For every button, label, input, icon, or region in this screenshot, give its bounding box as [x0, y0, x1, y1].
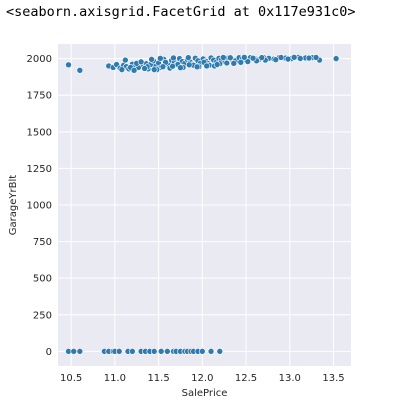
- scatter-point: [177, 64, 184, 72]
- y-tick-label: 1000: [27, 201, 52, 212]
- scatter-point: [170, 54, 177, 62]
- y-tick-label: 0: [46, 347, 52, 358]
- x-tick-label: 10.5: [60, 373, 82, 384]
- scatter-point: [296, 55, 304, 62]
- scatter-point: [118, 66, 126, 73]
- scatter-point: [213, 61, 221, 68]
- scatter-point: [284, 55, 292, 63]
- scatter-point: [240, 54, 248, 61]
- scatter-point: [76, 67, 84, 74]
- y-tick-label: 1750: [27, 91, 52, 102]
- scatter-point: [148, 56, 155, 63]
- x-tick-label: 12.0: [191, 373, 213, 384]
- scatter-point: [150, 66, 158, 73]
- y-tick-label: 1500: [27, 127, 52, 138]
- scatter-point: [227, 54, 234, 62]
- scatter-point: [157, 55, 164, 62]
- scatter-point: [141, 65, 148, 72]
- scatter-point: [65, 61, 72, 69]
- scatter-point: [199, 348, 206, 355]
- scatter-point: [237, 58, 245, 66]
- scatter-point: [137, 58, 145, 66]
- scatter-point: [290, 54, 298, 61]
- scatter-point: [115, 348, 123, 355]
- scatter-point: [312, 54, 320, 61]
- scatter-point: [277, 54, 285, 61]
- scatter-point: [157, 348, 165, 355]
- scatter-point: [159, 63, 167, 70]
- y-axis-label: GarageYrBlt: [8, 175, 19, 235]
- y-tick-label: 1250: [27, 164, 52, 175]
- scatter-point: [249, 54, 257, 62]
- x-tick-label: 13.5: [322, 373, 344, 384]
- scatter-point: [332, 55, 340, 62]
- scatter-point: [223, 59, 231, 67]
- scatter-point: [258, 54, 266, 61]
- scatter-point: [185, 54, 192, 61]
- x-tick-label: 13.0: [279, 373, 301, 384]
- scatter-point: [193, 63, 201, 71]
- grid-lines: [58, 44, 351, 366]
- scatter-point: [70, 348, 78, 355]
- data-points: [65, 54, 340, 355]
- scatter-point: [305, 54, 313, 62]
- x-axis-label: SalePrice: [182, 388, 228, 399]
- scatter-point: [216, 348, 224, 355]
- scatter-point: [185, 61, 193, 69]
- y-tick-label: 750: [33, 237, 52, 248]
- cell-output-repr: <seaborn.axisgrid.FacetGrid at 0x117e931…: [6, 4, 356, 20]
- scatter-point: [122, 56, 129, 64]
- scatter-point: [244, 58, 252, 65]
- y-tick-label: 250: [33, 310, 52, 321]
- scatter-point: [130, 67, 138, 74]
- x-tick-label: 11.5: [147, 373, 169, 384]
- scatter-point: [76, 348, 84, 355]
- scatter-point: [203, 62, 210, 70]
- x-tick-label: 12.5: [235, 373, 257, 384]
- scatter-point: [129, 348, 136, 355]
- scatter-point: [230, 60, 238, 67]
- scatter-point: [150, 348, 158, 355]
- y-tick-label: 2000: [27, 54, 52, 65]
- y-tick-label: 500: [33, 274, 52, 285]
- scatter-point: [164, 348, 171, 355]
- x-tick-label: 11.0: [104, 373, 126, 384]
- scatter-point: [207, 348, 215, 355]
- y-tick-labels: 0 250 500 750 1000 1250 1500 1750 2000: [27, 54, 52, 358]
- scatter-point: [169, 62, 176, 70]
- scatter-point: [220, 54, 227, 61]
- x-tick-labels: 10.5 11.0 11.5 12.0 12.5 13.0 13.5: [60, 373, 345, 384]
